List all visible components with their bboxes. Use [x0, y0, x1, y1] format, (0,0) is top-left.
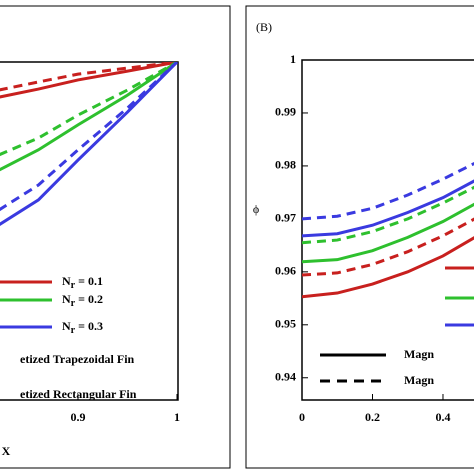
- y-tick-label: 0.94: [275, 370, 296, 384]
- line-series: [302, 185, 474, 245]
- legend-label: Nr = 0.1: [62, 274, 103, 292]
- x-tick-label: 1: [174, 410, 180, 424]
- line-series: [302, 202, 474, 264]
- line-series: [0, 62, 178, 172]
- plot-frame: [0, 61, 179, 401]
- line-series: [0, 62, 178, 99]
- legend-label: Nr = 0.3: [62, 319, 103, 337]
- y-tick-label: 0.95: [275, 317, 296, 331]
- plot-frame: [301, 59, 474, 401]
- x-tick-label: 0: [299, 410, 305, 424]
- y-tick-label: 0.96: [275, 264, 296, 278]
- legend-label: Magn: [404, 373, 434, 387]
- line-series: [302, 236, 474, 299]
- plot-lines: [0, 62, 178, 226]
- panel-a-border: [0, 5, 231, 469]
- panel-label: (B): [256, 20, 272, 34]
- line-series: [0, 62, 178, 226]
- y-axis-label: ϕ: [253, 202, 259, 216]
- line-series: [302, 217, 474, 277]
- legend-label: Magn: [404, 347, 434, 361]
- legend-label: etized Trapezoidal Fin: [20, 352, 135, 366]
- line-series: [0, 62, 178, 92]
- legend-label: Nr = 0.2: [62, 292, 103, 310]
- y-tick-label: 0.97: [275, 211, 296, 225]
- legend-label: etized Rectangular Fin: [20, 387, 137, 401]
- panel-b-border: [245, 5, 474, 469]
- line-series: [302, 179, 474, 238]
- x-tick-label: 0.2: [365, 410, 380, 424]
- y-tick-label: 0.99: [275, 105, 296, 119]
- x-tick-label: 0.9: [71, 410, 86, 424]
- line-series: [302, 161, 474, 221]
- line-series: [0, 62, 178, 212]
- y-tick-label: 1: [290, 52, 296, 66]
- plot-lines: [302, 161, 474, 299]
- x-axis-label: X: [2, 444, 11, 458]
- x-tick-label: 0.4: [435, 410, 450, 424]
- y-tick-label: 0.98: [275, 158, 296, 172]
